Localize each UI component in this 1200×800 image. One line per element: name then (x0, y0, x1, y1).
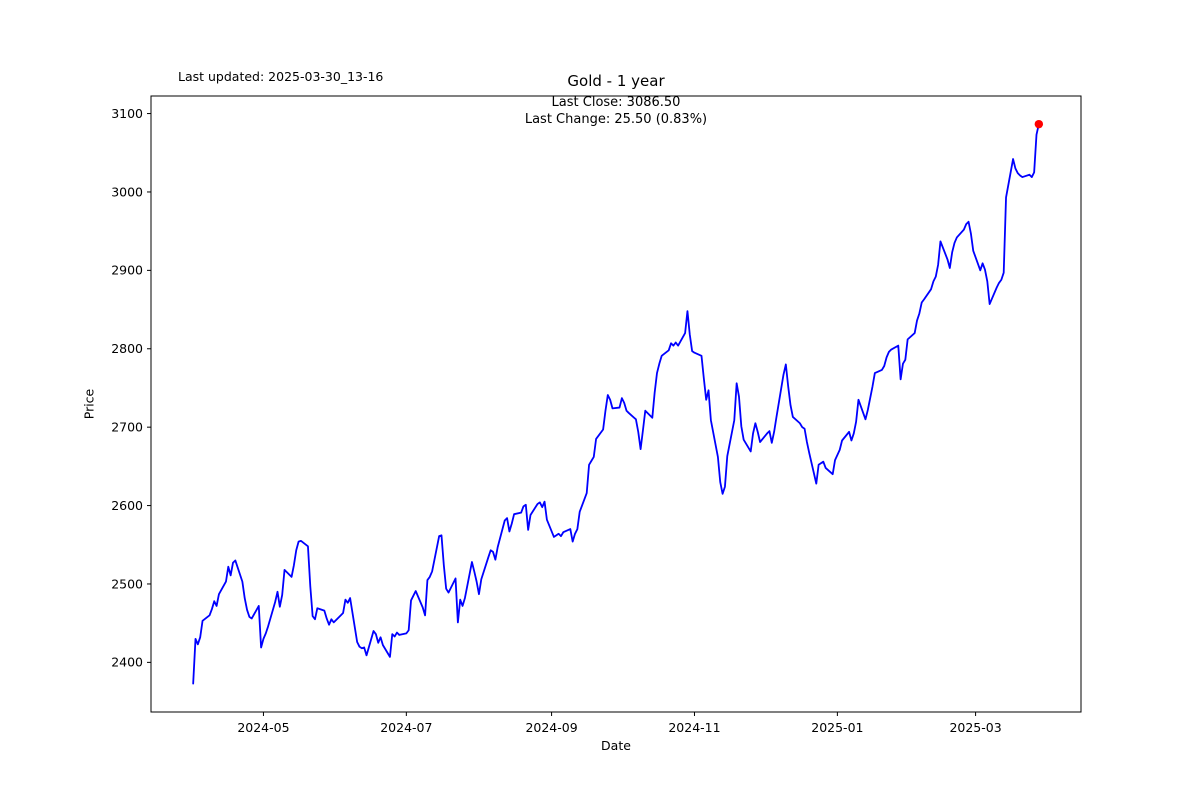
price-line (192, 123, 1040, 685)
y-tick-label: 2700 (111, 420, 143, 435)
y-tick-label: 2900 (111, 263, 143, 278)
y-tick-label: 3000 (111, 184, 143, 199)
y-tick-label: 3100 (111, 106, 143, 121)
x-tick-label: 2024-05 (237, 720, 289, 735)
annotation-last-close: Last Close: 3086.50 (551, 95, 681, 110)
y-tick-label: 2500 (111, 576, 143, 591)
x-tick-label: 2024-11 (668, 720, 720, 735)
x-tick-label: 2024-09 (525, 720, 577, 735)
y-tick-label: 2800 (111, 341, 143, 356)
y-axis-label: Price (81, 388, 97, 420)
x-tick-label: 2024-07 (380, 720, 432, 735)
chart-title: Gold - 1 year (567, 72, 665, 90)
y-tick-label: 2600 (111, 498, 143, 513)
last-updated-text: Last updated: 2025-03-30_13-16 (178, 69, 384, 84)
plot-border (150, 95, 1082, 713)
annotation-last-change: Last Change: 25.50 (0.83%) (524, 111, 708, 127)
y-tick-label: 2400 (111, 655, 143, 670)
x-tick-label: 2025-01 (811, 720, 863, 735)
x-tick-label: 2025-03 (949, 720, 1001, 735)
last-price-marker (1034, 119, 1044, 129)
last-close-annotation: Last Close: 3086.50 Last Change: 25.50 (… (151, 95, 1081, 128)
x-axis-label: Date (601, 738, 631, 753)
